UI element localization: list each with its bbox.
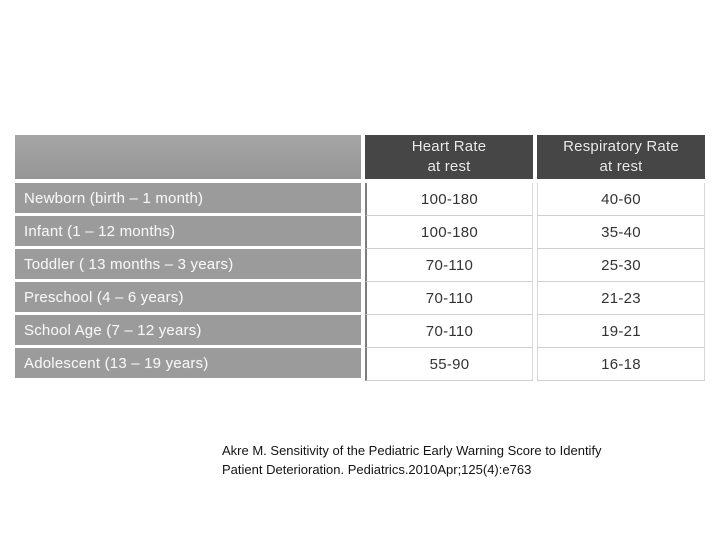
pediatric-vitals-table: Heart Rate at rest Respiratory Rate at r… [15,135,705,381]
heart-rate-value: 55-90 [365,348,533,381]
respiratory-rate-column-header: Respiratory Rate at rest [537,135,705,183]
age-group-label: School Age (7 – 12 years) [15,315,361,348]
age-group-label: Toddler ( 13 months – 3 years) [15,249,361,282]
citation-line-2: Patient Deterioration. Pediatrics.2010Ap… [222,462,532,477]
age-group-label: Newborn (birth – 1 month) [15,183,361,216]
heart-rate-column-header: Heart Rate at rest [365,135,533,183]
respiratory-rate-header-title: Respiratory Rate [563,138,679,156]
respiratory-rate-value: 25-30 [537,249,705,282]
heart-rate-value: 70-110 [365,249,533,282]
respiratory-rate-value: 16-18 [537,348,705,381]
heart-rate-value: 100-180 [365,183,533,216]
heart-rate-value: 70-110 [365,315,533,348]
respiratory-rate-value: 35-40 [537,216,705,249]
respiratory-rate-value: 21-23 [537,282,705,315]
respiratory-rate-header-subtitle: at rest [599,158,643,175]
citation-text: Akre M. Sensitivity of the Pediatric Ear… [222,441,602,479]
heart-rate-header-subtitle: at rest [427,158,471,175]
citation-line-1: Akre M. Sensitivity of the Pediatric Ear… [222,443,602,458]
age-group-label: Infant (1 – 12 months) [15,216,361,249]
respiratory-rate-value: 19-21 [537,315,705,348]
heart-rate-header-title: Heart Rate [411,138,487,156]
heart-rate-value: 100-180 [365,216,533,249]
age-group-label: Preschool (4 – 6 years) [15,282,361,315]
table-corner-cell [15,135,361,183]
age-group-label: Adolescent (13 – 19 years) [15,348,361,381]
respiratory-rate-value: 40-60 [537,183,705,216]
heart-rate-value: 70-110 [365,282,533,315]
